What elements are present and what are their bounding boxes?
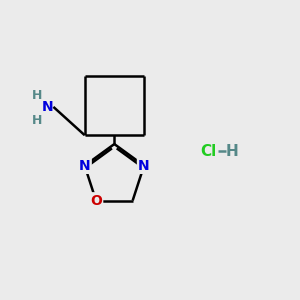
Text: O: O bbox=[90, 194, 102, 208]
Text: N: N bbox=[138, 159, 150, 172]
Text: Cl: Cl bbox=[200, 144, 216, 159]
Text: H: H bbox=[32, 114, 42, 127]
Text: N: N bbox=[79, 159, 91, 172]
Text: H: H bbox=[225, 144, 238, 159]
Text: N: N bbox=[42, 100, 53, 114]
Text: H: H bbox=[32, 88, 42, 101]
